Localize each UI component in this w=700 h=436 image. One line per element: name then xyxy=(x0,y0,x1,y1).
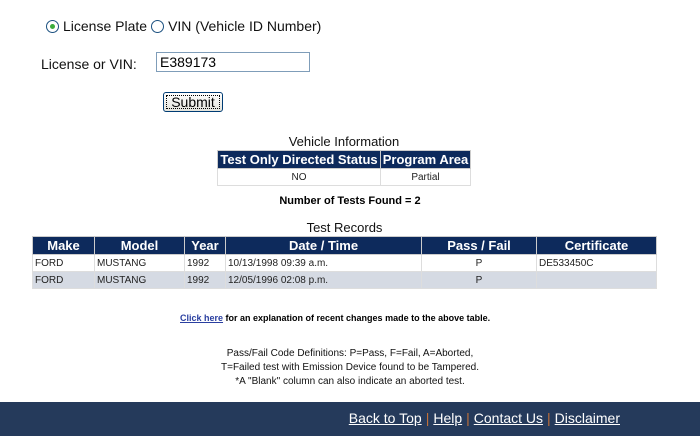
vin-radio[interactable] xyxy=(151,19,165,33)
header-status: Test Only Directed Status xyxy=(217,150,381,169)
license-or-vin-label: License or VIN: xyxy=(41,56,137,72)
cell-pass-fail: P xyxy=(421,254,537,272)
header-make: Make xyxy=(32,236,95,255)
header-certificate: Certificate xyxy=(536,236,657,255)
program-area-value: Partial xyxy=(380,168,471,186)
cell-model: MUSTANG xyxy=(94,271,185,289)
cell-date-time: 10/13/1998 09:39 a.m. xyxy=(225,254,422,272)
vin-label[interactable]: VIN (Vehicle ID Number) xyxy=(168,18,322,34)
test-records-title: Test Records xyxy=(306,220,383,235)
header-year: Year xyxy=(184,236,226,255)
pass-fail-definitions: Pass/Fail Code Definitions: P=Pass, F=Fa… xyxy=(0,347,700,389)
vehicle-info-title: Vehicle Information xyxy=(288,134,400,149)
cell-model: MUSTANG xyxy=(94,254,185,272)
cell-certificate xyxy=(536,271,657,289)
help-link[interactable]: Help xyxy=(433,410,463,426)
status-value: NO xyxy=(217,168,381,186)
tests-found-count: Number of Tests Found = 2 xyxy=(279,195,421,207)
definition-line: *A "Blank" column can also indicate an a… xyxy=(235,376,465,387)
explanation-text: for an explanation of recent changes mad… xyxy=(223,313,491,323)
cell-make: FORD xyxy=(32,271,95,289)
separator: | xyxy=(466,410,470,426)
license-plate-radio[interactable] xyxy=(46,19,59,33)
license-or-vin-input[interactable] xyxy=(156,52,310,72)
separator: | xyxy=(547,410,551,426)
cell-make: FORD xyxy=(32,254,95,272)
definition-line: Pass/Fail Code Definitions: P=Pass, F=Fa… xyxy=(226,348,474,359)
cell-year: 1992 xyxy=(184,254,226,272)
table-row: FORD MUSTANG 1992 10/13/1998 09:39 a.m. … xyxy=(32,254,657,272)
disclaimer-link[interactable]: Disclaimer xyxy=(554,410,620,426)
search-type-radio-group: License Plate VIN (Vehicle ID Number) xyxy=(46,18,321,34)
table-row: FORD MUSTANG 1992 12/05/1996 02:08 p.m. … xyxy=(32,271,657,289)
vehicle-info-table: Test Only Directed Status Program Area NO… xyxy=(217,150,471,186)
test-records-table: Make Model Year Date / Time Pass / Fail … xyxy=(32,236,657,289)
license-plate-label[interactable]: License Plate xyxy=(63,18,148,34)
cell-certificate: DE533450C xyxy=(536,254,657,272)
footer: Back to Top | Help | Contact Us | Disclaimer xyxy=(0,402,700,436)
header-model: Model xyxy=(94,236,185,255)
back-to-top-link[interactable]: Back to Top xyxy=(348,410,422,426)
cell-pass-fail: P xyxy=(421,271,537,289)
contact-us-link[interactable]: Contact Us xyxy=(473,410,544,426)
definition-line: T=Failed test with Emission Device found… xyxy=(221,362,479,373)
header-date-time: Date / Time xyxy=(225,236,422,255)
header-pass-fail: Pass / Fail xyxy=(421,236,537,255)
cell-date-time: 12/05/1996 02:08 p.m. xyxy=(225,271,422,289)
submit-button[interactable]: Submit xyxy=(163,92,223,112)
header-program-area: Program Area xyxy=(380,150,471,169)
explanation-line: Click here for an explanation of recent … xyxy=(180,313,490,323)
separator: | xyxy=(425,410,430,426)
cell-year: 1992 xyxy=(184,271,226,289)
click-here-link[interactable]: Click here xyxy=(180,313,224,323)
